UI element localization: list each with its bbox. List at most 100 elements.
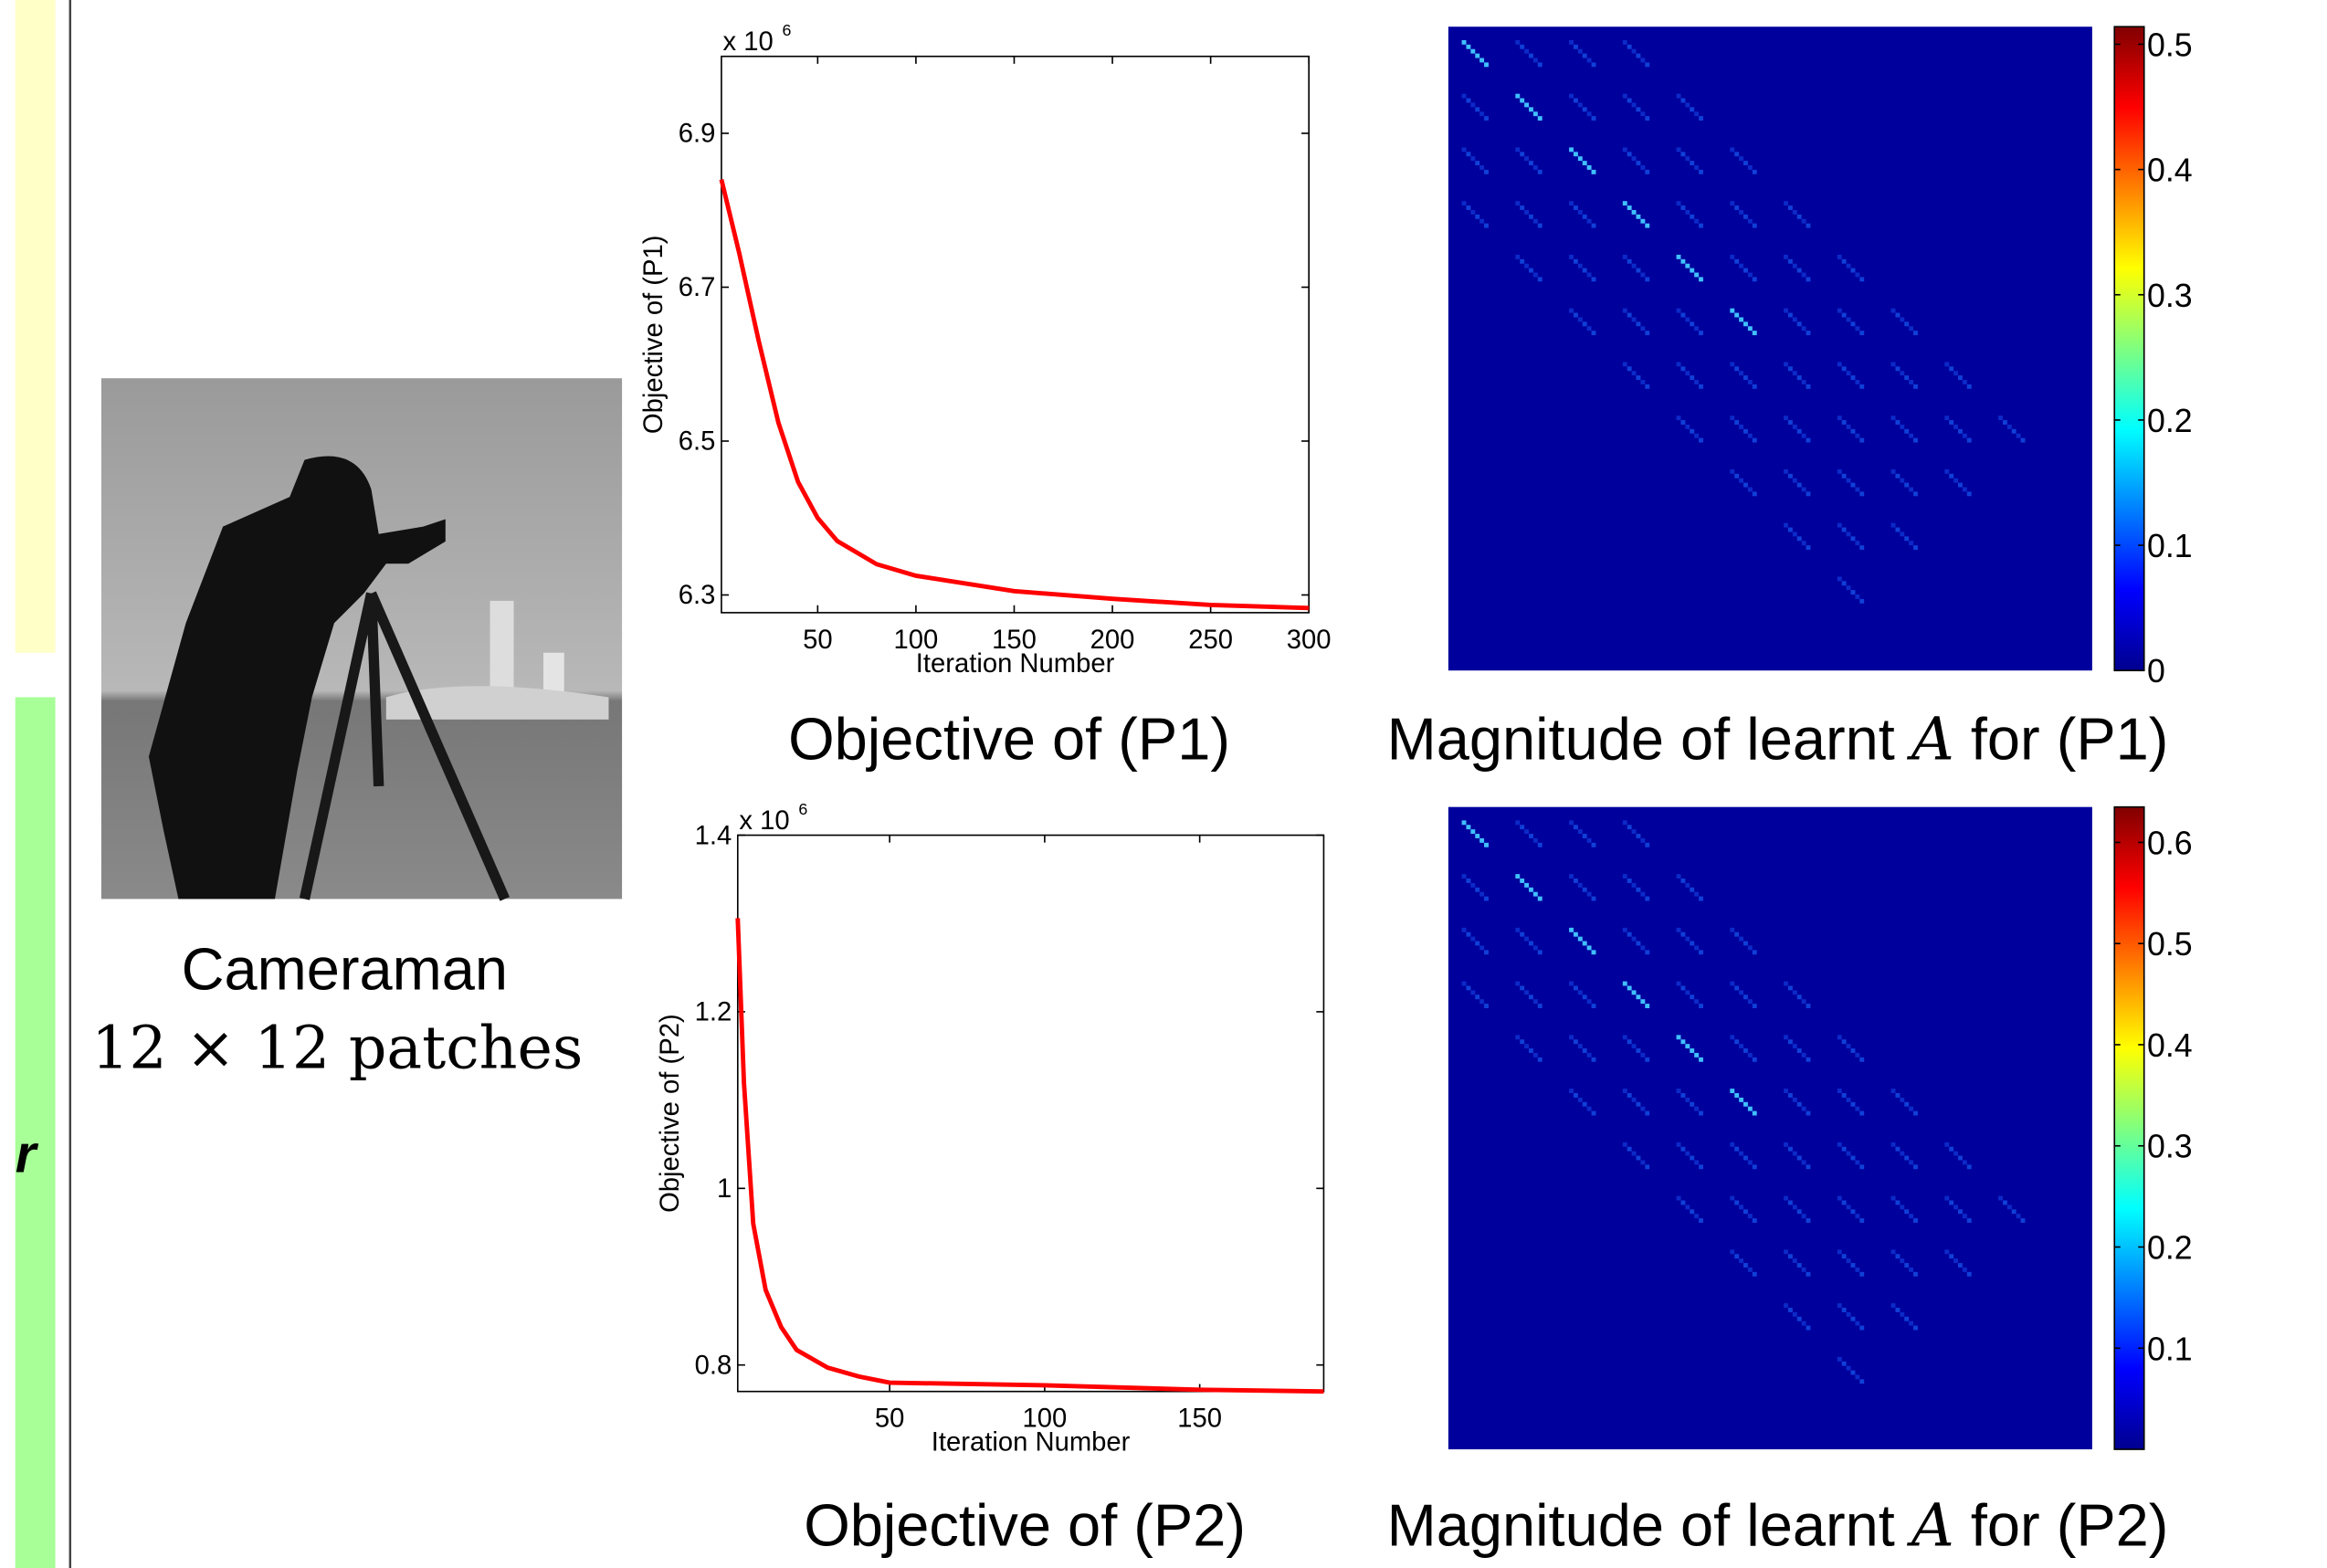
texture-cell: [1753, 1272, 1757, 1277]
texture-cell: [1529, 161, 1533, 165]
colorbar-label: 0.5: [2147, 26, 2193, 63]
texture-cell: [1627, 259, 1632, 264]
texture-cell: [1685, 990, 1690, 994]
texture-cell: [1806, 545, 1811, 550]
texture-cell: [1748, 1053, 1753, 1058]
caption-symbol: A: [1907, 1492, 1954, 1561]
texture-cell: [1739, 210, 1743, 215]
colorbar-label: 0.3: [2147, 278, 2193, 314]
texture-cell: [1847, 317, 1851, 321]
texture-cell: [1895, 528, 1900, 532]
texture-cell: [1913, 1218, 1918, 1223]
texture-cell: [1484, 843, 1489, 847]
texture-cell: [1645, 331, 1649, 335]
texture-cell: [1645, 1058, 1649, 1062]
texture-cell: [1583, 888, 1587, 892]
texture-cell: [1533, 892, 1538, 897]
texture-cell: [1895, 420, 1900, 425]
texture-cell: [1632, 49, 1637, 54]
texture-cell: [1699, 1164, 1703, 1169]
texture-cell: [1913, 331, 1918, 335]
texture-cell: [1462, 201, 1467, 205]
texture-cell: [1748, 165, 1753, 170]
texture-cell: [1743, 1102, 1748, 1107]
texture-cell: [1524, 264, 1529, 268]
texture-cell: [1627, 879, 1632, 883]
texture-cell: [1842, 1308, 1847, 1312]
texture-cell: [1909, 541, 1913, 545]
texture-cell: [1842, 474, 1847, 479]
texture-cell: [1743, 994, 1748, 999]
texture-cell: [1645, 116, 1649, 121]
texture-cell: [1627, 825, 1632, 829]
texture-cell: [1743, 1048, 1748, 1053]
texture-cell: [1685, 883, 1690, 888]
texture-cell: [1627, 366, 1632, 371]
texture-cell: [1699, 277, 1703, 281]
texture-cell: [1533, 111, 1538, 116]
texture-cell: [1730, 201, 1734, 205]
texture-cell: [1847, 1098, 1851, 1102]
texture-cell: [1748, 1214, 1753, 1218]
texture-cell: [1944, 469, 1949, 474]
texture-cell: [1967, 1272, 1972, 1277]
texture-cell: [1466, 986, 1470, 991]
texture-cell: [1583, 321, 1587, 326]
texture-cell: [1529, 1048, 1533, 1053]
texture-cell: [1466, 152, 1470, 156]
caption: Magnitude of learnt A for (P2): [1387, 1492, 2169, 1561]
texture-cell: [1479, 892, 1484, 897]
texture-cell: [1484, 950, 1489, 954]
texture-cell: [1851, 483, 1856, 488]
texture-cell: [1784, 1196, 1788, 1201]
texture-cell: [1699, 438, 1703, 443]
colorbar-label: 0.2: [2147, 1230, 2193, 1267]
texture-cell: [1859, 1379, 1864, 1384]
texture-cell: [1640, 1107, 1645, 1111]
texture-cell: [1470, 156, 1475, 161]
y-tick-label: 0.8: [695, 1351, 732, 1380]
texture-cell: [1953, 1258, 1958, 1263]
texture-cell: [1891, 469, 1896, 474]
texture-cell: [1806, 438, 1811, 443]
texture-cell: [1748, 488, 1753, 492]
texture-cell: [1484, 897, 1489, 901]
texture-cell: [1583, 215, 1587, 219]
texture-cell: [1484, 224, 1489, 228]
texture-cell: [1909, 1160, 1913, 1164]
texture-cell: [1680, 1147, 1685, 1152]
texture-cell: [1640, 999, 1645, 1004]
texture-cell: [1520, 205, 1524, 210]
texture-cell: [1797, 994, 1802, 999]
texture-cell: [1623, 362, 1627, 366]
texture-cell: [1623, 309, 1627, 313]
texture-cell: [1967, 1218, 1972, 1223]
texture-cell: [1734, 1147, 1739, 1152]
texture-cell: [1694, 1107, 1699, 1111]
texture-cell: [1699, 331, 1703, 335]
texture-cell: [1694, 892, 1699, 897]
caption-text: Magnitude of learnt: [1387, 706, 1911, 773]
texture-cell: [1533, 1053, 1538, 1058]
texture-cell: [1484, 1004, 1489, 1008]
texture-cell: [1784, 201, 1788, 205]
texture-cell: [1592, 331, 1596, 335]
texture-cell: [1739, 1258, 1743, 1263]
texture-cell: [1524, 829, 1529, 834]
texture-cell: [1574, 1093, 1578, 1098]
texture-cell: [1748, 1107, 1753, 1111]
texture-cell: [1680, 1093, 1685, 1098]
texture-cell: [1851, 1209, 1856, 1214]
texture-cell: [1913, 384, 1918, 389]
texture-cell: [1739, 1044, 1743, 1048]
texture-cell: [1583, 161, 1587, 165]
texture-cell: [1953, 1205, 1958, 1209]
texture-cell: [1637, 888, 1641, 892]
texture-cell: [1538, 1004, 1543, 1008]
texture-cell: [1748, 273, 1753, 278]
texture-cell: [1578, 264, 1583, 268]
texture-cell: [1462, 982, 1467, 986]
texture-cell: [1797, 483, 1802, 488]
y-axis-label: Objective of (P1): [639, 235, 669, 434]
texture-cell: [1793, 1312, 1797, 1317]
